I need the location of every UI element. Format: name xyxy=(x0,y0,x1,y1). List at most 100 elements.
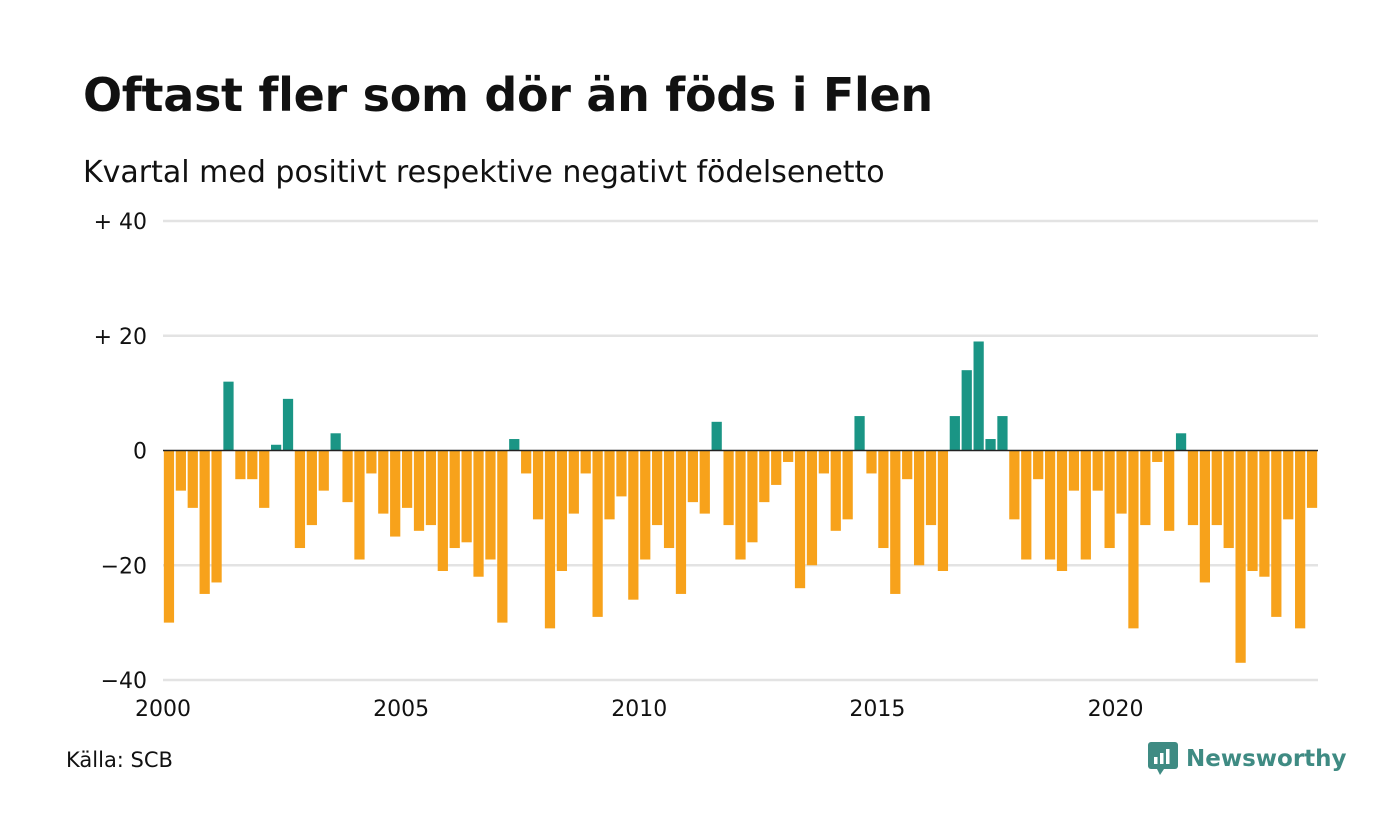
bars xyxy=(163,341,1318,663)
bar-negative xyxy=(556,450,568,571)
bar-negative xyxy=(925,450,937,526)
bar-negative xyxy=(449,450,460,549)
bar-negative xyxy=(175,450,186,491)
x-tick-label: 2015 xyxy=(849,697,905,722)
bar-negative xyxy=(306,450,317,526)
bar-negative xyxy=(1271,450,1282,617)
bar-negative xyxy=(687,450,698,503)
bar-negative xyxy=(1306,450,1318,508)
brand-name: Newsworthy xyxy=(1186,746,1347,772)
bar-negative xyxy=(913,450,925,566)
bar-negative xyxy=(568,450,579,514)
bar-negative xyxy=(1259,450,1270,577)
bar-negative xyxy=(390,450,401,537)
bar-negative xyxy=(461,450,472,543)
bar-positive xyxy=(270,444,282,451)
bar-negative xyxy=(1247,450,1258,571)
bar-negative xyxy=(890,450,901,594)
bar-negative xyxy=(735,450,746,560)
brand-logo: Newsworthy xyxy=(1148,742,1347,776)
bar-negative xyxy=(1044,450,1056,560)
bar-negative xyxy=(1295,450,1306,629)
bar-negative xyxy=(842,450,853,520)
bar-positive xyxy=(1175,433,1187,451)
bar-negative xyxy=(592,450,603,617)
source-note: Källa: SCB xyxy=(66,748,173,772)
bar-chart: + 40 + 20 0 −20 −40 2000 2005 2010 2015 2020 xyxy=(94,210,1318,722)
bar-negative xyxy=(794,450,806,589)
y-tick-label: + 40 xyxy=(94,210,147,235)
y-tick-label: + 20 xyxy=(94,325,147,350)
bar-negative xyxy=(1164,450,1175,531)
bar-negative xyxy=(723,450,734,526)
bar-negative xyxy=(878,450,889,549)
bar-negative xyxy=(771,450,782,485)
bar-negative xyxy=(485,450,496,560)
bar-positive xyxy=(997,416,1008,451)
bar-negative xyxy=(783,450,794,462)
bar-negative xyxy=(1056,450,1068,571)
bar-negative xyxy=(1033,450,1044,480)
bar-negative xyxy=(437,450,448,571)
bar-negative xyxy=(616,450,627,497)
bar-negative xyxy=(675,450,687,594)
bar-negative xyxy=(1235,450,1246,663)
bar-negative xyxy=(211,450,222,583)
bar-negative xyxy=(1116,450,1127,514)
bar-negative xyxy=(1283,450,1294,520)
bar-negative xyxy=(1152,450,1163,462)
bar-positive xyxy=(330,433,341,451)
bar-negative xyxy=(628,450,639,600)
bar-negative xyxy=(247,450,258,480)
chart-subtitle: Kvartal med positivt respektive negativt… xyxy=(83,155,885,190)
bar-negative xyxy=(199,450,210,594)
bar-negative xyxy=(663,450,675,549)
newsworthy-icon xyxy=(1148,742,1178,775)
bar-negative xyxy=(521,450,532,474)
bar-negative xyxy=(401,450,413,508)
bar-negative xyxy=(652,450,663,526)
bar-negative xyxy=(1092,450,1103,491)
bar-negative xyxy=(604,450,615,520)
y-tick-label: 0 xyxy=(133,440,147,465)
bar-negative xyxy=(806,450,818,566)
bar-negative xyxy=(866,450,877,474)
bar-positive xyxy=(973,341,984,451)
bar-negative xyxy=(294,450,306,549)
bar-positive xyxy=(282,398,294,451)
x-tick-label: 2010 xyxy=(611,697,667,722)
bar-negative xyxy=(473,450,484,577)
bar-negative xyxy=(342,450,353,503)
bar-negative xyxy=(1128,450,1139,629)
bar-negative xyxy=(187,450,198,508)
bar-positive xyxy=(854,416,865,451)
bar-negative xyxy=(1068,450,1080,491)
bar-negative xyxy=(1140,450,1151,526)
bar-positive xyxy=(509,439,520,451)
bar-negative xyxy=(699,450,710,514)
bar-negative xyxy=(818,450,829,474)
bar-negative xyxy=(318,450,329,491)
bar-negative xyxy=(1223,450,1234,549)
bar-negative xyxy=(1080,450,1091,560)
bar-negative xyxy=(902,450,913,480)
y-tick-label: −40 xyxy=(101,669,147,694)
bar-negative xyxy=(425,450,437,526)
bar-negative xyxy=(378,450,389,514)
bar-negative xyxy=(759,450,770,503)
bar-positive xyxy=(223,381,234,451)
bar-positive xyxy=(985,439,996,451)
bar-negative xyxy=(747,450,758,543)
bar-negative xyxy=(1009,450,1020,520)
bar-negative xyxy=(354,450,365,560)
bar-negative xyxy=(497,450,508,623)
bar-positive xyxy=(949,416,960,451)
bar-negative xyxy=(1187,450,1199,526)
bar-negative xyxy=(544,450,556,629)
bar-negative xyxy=(366,450,377,474)
x-tick-label: 2000 xyxy=(135,697,191,722)
bar-negative xyxy=(830,450,841,531)
y-tick-label: −20 xyxy=(101,554,147,579)
grid-lines xyxy=(163,219,1318,682)
bar-negative xyxy=(235,450,246,480)
